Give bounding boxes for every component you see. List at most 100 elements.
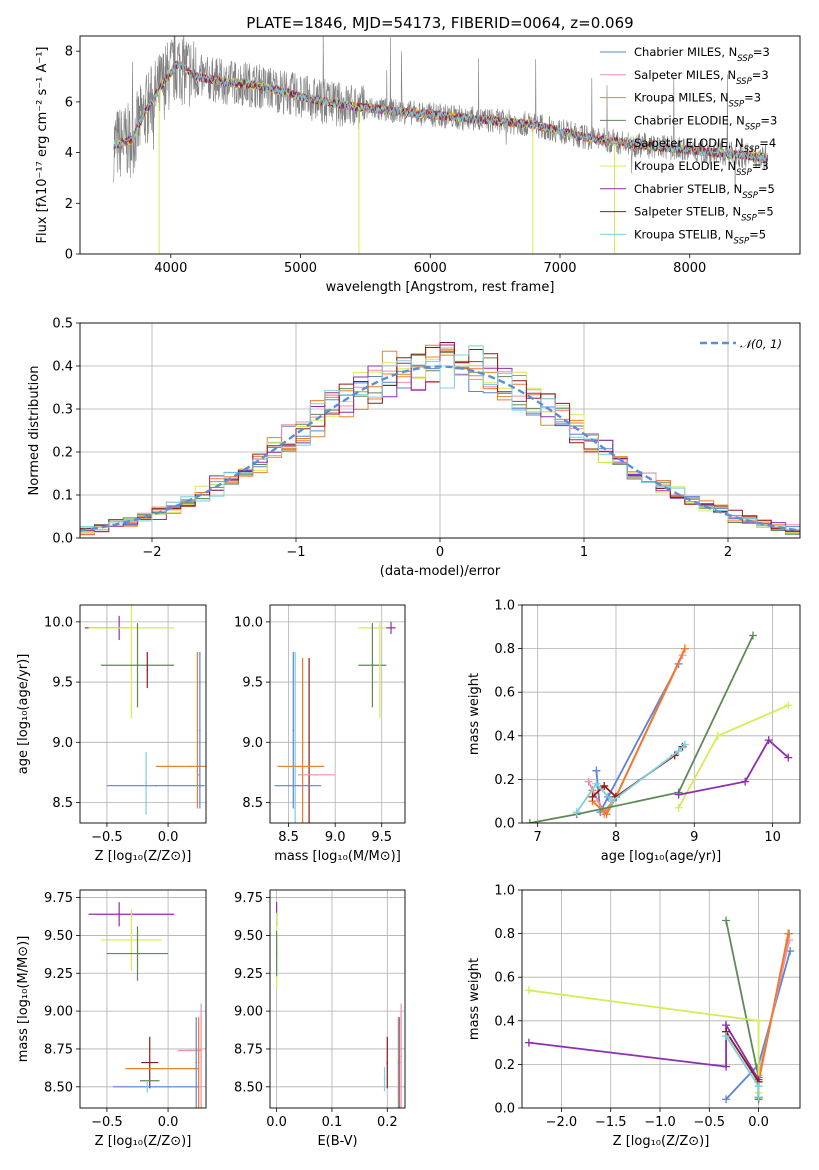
spectrum-xtick-label: 4000 [154,261,187,276]
age_vs_Z-ytick-label: 9.0 [52,736,73,751]
mass_vs_Z-point [130,939,133,941]
mass_vs_ebv-xlabel: E(B-V) [317,1134,357,1149]
age_vs_Z-ylabel: age [log₁₀(age/yr)] [16,654,31,775]
weight_vs_age-xtick-label: 7 [534,830,542,845]
weight_vs_age-marker [592,779,601,788]
age_vs_mass-axes: 8.5 9.0 9.5 8.5 9.0 9.5 10.0 [234,605,405,845]
weight_vs_age-marker [749,631,758,640]
age_vs_mass-ytick-label: 8.5 [242,796,263,811]
weight_vs_age-marker [588,792,597,801]
age_vs_mass-point [301,741,304,744]
residual_hist-ytick-label: 0.1 [52,489,73,504]
age_vs_mass-points [274,621,396,823]
age_vs_mass-point [297,784,299,787]
mass_vs_ebv-point [398,1061,401,1064]
gaussian-curve [80,365,800,532]
age_vs_Z-point [145,782,147,785]
age_vs_mass-xtick-label: 9.0 [325,830,346,845]
age_vs_mass-ytick-label: 9.0 [242,736,263,751]
weight_vs_Z-xlabel: Z [log₁₀(Z/Z⊙)] [613,1134,710,1149]
weight_vs_age-xtick-label: 9 [690,830,698,845]
age_vs_Z-point [136,664,139,667]
hist-plot [80,342,800,536]
weight_vs_Z-series-kroupa_elodie [528,989,760,1093]
spectrum-ytick-label: 6 [65,95,73,110]
weight_vs_age-marker [784,701,793,710]
hist-kroupa_stelib [80,345,800,530]
weight_vs_age-ytick-label: 0.2 [494,773,515,788]
age_vs_mass-point [299,765,302,768]
mass_vs_Z-point [155,1086,157,1088]
chart-title: PLATE=1846, MJD=54173, FIBERID=0064, z=0… [246,14,633,32]
age_vs_Z-ytick-label: 10.0 [44,615,73,630]
weight_vs_age-lines [525,631,793,823]
mass_vs_ebv-point [397,1061,400,1064]
weight_vs_Z-marker [754,1093,763,1102]
mass_vs_Z-point [197,1061,200,1064]
mass_vs_Z-xlabel: Z [log₁₀(Z/Z⊙)] [95,1134,192,1149]
weight_vs_age-marker [713,731,722,740]
weight_vs_age-ytick-label: 0.0 [494,817,515,832]
weight_vs_Z-marker [722,916,731,925]
weight_vs_age-marker [674,803,683,812]
mass_vs_ebv-frame [269,889,406,1109]
weight_vs_Z-ytick-label: 0.2 [494,1058,515,1073]
mass_vs_Z-ylabel: mass [log₁₀(M/M⊙)] [16,936,31,1063]
residual_hist-xtick-label: −2 [142,545,161,560]
mass_vs_Z-ytick-label: 8.50 [44,1080,73,1095]
legend-entry-salpeter_stelib: Salpeter STELIB, NSSP=5 [634,205,774,224]
age_vs_mass-point [315,774,318,776]
residual_hist-axes: −2 −1 0 1 2 0.0 0.1 0.2 0.3 0.4 0.5 [52,317,800,560]
residual_hist-ytick-label: 0.2 [52,446,73,461]
weight_vs_Z-ytick-label: 0.8 [494,927,515,942]
spectrum-ylabel: Flux [fλ10⁻¹⁷ erg cm⁻² s⁻¹ A⁻¹] [35,47,50,244]
age_vs_Z-xtick-label: 0.0 [158,830,179,845]
legend-entry-salpeter_elodie: Salpeter ELODIE, NSSP=4 [634,136,776,155]
mass_vs_Z-point [148,1079,151,1082]
mass_vs_Z-axes: −0.5 0.0 8.50 8.75 9.00 9.25 9.50 9.75 [44,890,206,1130]
age_vs_Z-point [196,729,199,732]
weight_vs_Z-ytick-label: 1.0 [494,884,515,899]
mass_vs_ebv-axes: 0.0 0.1 0.2 8.50 8.75 9.00 9.25 9.50 9.75 [234,890,405,1130]
residual_hist-xlabel: (data-model)/error [380,564,501,579]
age_vs_mass-point [371,664,374,667]
weight_vs_Z-marker [524,1038,533,1047]
mass_vs_ebv-point [386,1061,389,1064]
spectrum-data-line [113,36,768,194]
spectrum-frame [79,35,801,255]
weight_vs_age-ylabel: mass weight [467,673,482,755]
weight_vs_age-ytick-label: 0.6 [494,686,515,701]
spectrum-legend: Chabrier MILES, NSSP=3 Salpeter MILES, NS… [600,45,777,246]
weight_vs_Z-xtick-label: −1.5 [595,1115,627,1130]
weight_vs_Z-ytick-label: 0.0 [494,1102,515,1117]
spectrum-axes: 4000 5000 6000 7000 8000 0 2 4 6 8 [65,45,707,276]
mass_vs_Z-xtick-label: 0.0 [158,1115,179,1130]
mass_vs_Z-ytick-label: 9.00 [44,1005,73,1020]
residual_hist-xtick-label: 1 [580,545,588,560]
mass_vs_Z-point [195,1061,198,1064]
weight_vs_Z-series-salpeter_miles [757,939,791,1098]
spectrum-ytick-label: 4 [65,146,73,161]
age_vs_mass-point [376,627,378,629]
weight_vs_Z-marker [754,1016,763,1025]
residual_hist-ytick-label: 0.0 [52,532,73,547]
weight_vs_age-marker [600,781,609,790]
residual_hist-xtick-label: −1 [286,545,305,560]
mass_vs_Z-point [136,952,139,955]
residual_hist-ytick-label: 0.5 [52,317,73,332]
age_vs_mass-point [390,627,392,629]
age_vs_mass-frame [269,604,406,824]
weight_vs_Z-series-kroupa_stelib [725,1035,760,1098]
age_vs_mass-point [292,729,295,732]
weight_vs_age-ytick-label: 0.4 [494,729,515,744]
mass_vs_ebv-xtick-label: 0.1 [322,1115,343,1130]
weight_vs_age-marker [680,644,689,653]
mass_vs_Z-point [189,1049,191,1052]
weight_vs_Z-marker [524,986,533,995]
spectrum-ytick-label: 2 [65,197,73,212]
mass_vs_ebv-point [400,1055,402,1058]
residual_hist-xtick-label: 2 [724,545,732,560]
weight_vs_age-marker [592,766,601,775]
spectrum-model-kroupa_stelib [113,60,768,162]
mass_vs_ebv-ytick-label: 9.50 [234,929,263,944]
